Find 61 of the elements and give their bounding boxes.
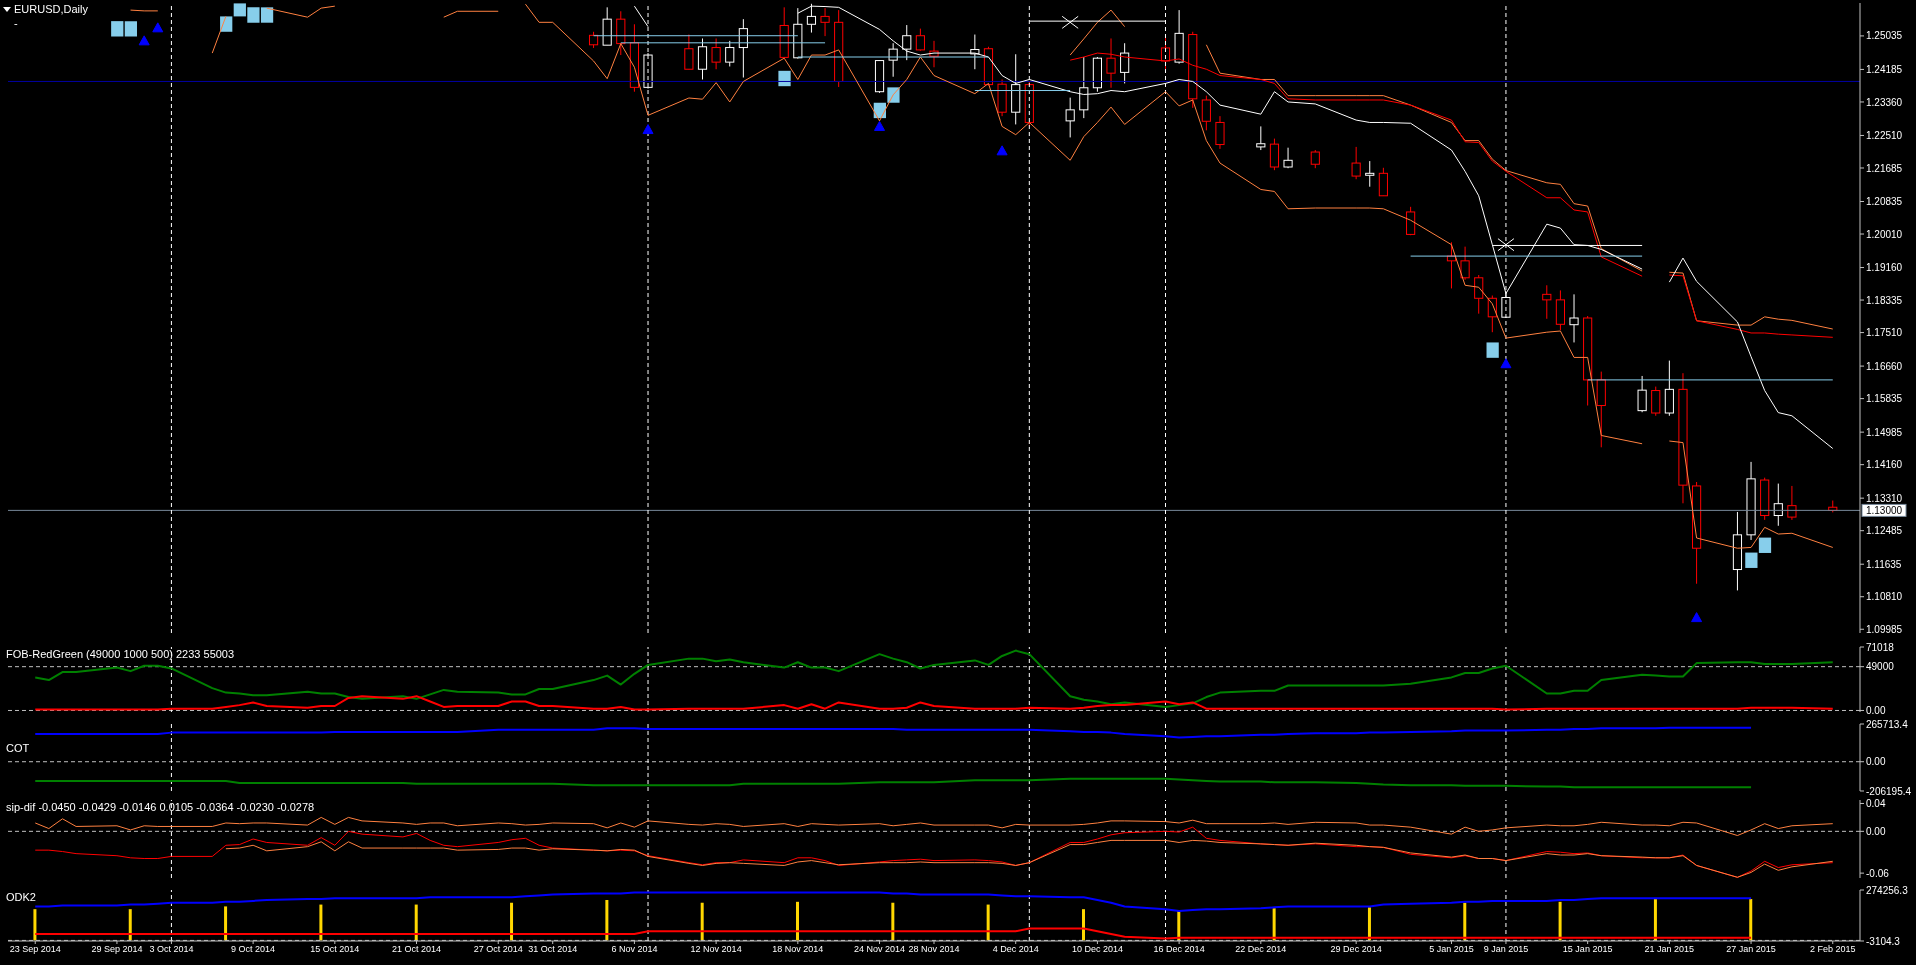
ref-line-label: 1.13000 xyxy=(1865,504,1903,516)
x-tick-label: 29 Sep 2014 xyxy=(91,944,143,955)
y-tick-label: 1.13310 xyxy=(1866,492,1903,504)
x-tick-label: 18 Nov 2014 xyxy=(772,944,824,955)
y-tick-label: 1.24185 xyxy=(1866,63,1903,75)
x-tick-label: 9 Oct 2014 xyxy=(231,944,276,955)
y-tick-label: 1.14160 xyxy=(1866,459,1903,471)
chart-title: FOB-RedGreen (49000 1000 500) 2233 55003 xyxy=(6,648,235,660)
y-tick-label: 1.10810 xyxy=(1866,591,1903,603)
y-tick-label: -0.06 xyxy=(1866,867,1890,879)
y-tick-label: 1.21685 xyxy=(1866,162,1903,174)
y-tick-label: 71018 xyxy=(1866,641,1895,653)
x-tick-label: 27 Jan 2015 xyxy=(1726,944,1776,955)
y-tick-label: 49000 xyxy=(1866,661,1895,673)
x-tick-label: 29 Dec 2014 xyxy=(1330,944,1382,955)
text: COT xyxy=(6,742,30,754)
y-tick-label: 0.00 xyxy=(1866,825,1886,837)
y-tick-label: 1.22510 xyxy=(1866,130,1903,142)
y-tick-label: 1.12485 xyxy=(1866,525,1903,537)
y-tick-label: 1.19160 xyxy=(1866,262,1903,274)
y-tick-label: 1.14985 xyxy=(1866,426,1903,438)
x-tick-label: 10 Dec 2014 xyxy=(1071,944,1123,955)
x-tick-label: 24 Nov 2014 xyxy=(854,944,906,955)
x-tick-label: 5 Jan 2015 xyxy=(1429,944,1474,955)
x-tick-label: 15 Jan 2015 xyxy=(1562,944,1613,955)
x-tick-label: 21 Oct 2014 xyxy=(392,944,442,955)
x-tick-label: 28 Nov 2014 xyxy=(908,944,960,955)
x-tick-label: 22 Dec 2014 xyxy=(1235,944,1287,955)
y-tick-label: 0.00 xyxy=(1866,756,1886,768)
y-tick-label: 1.15835 xyxy=(1866,393,1903,405)
y-tick-label: 265713.4 xyxy=(1866,718,1909,730)
x-tick-label: 15 Oct 2014 xyxy=(310,944,360,955)
x-tick-label: 2 Feb 2015 xyxy=(1809,944,1856,955)
y-tick-label: -3104.3 xyxy=(1866,935,1901,947)
y-tick-label: 0.04 xyxy=(1866,798,1886,810)
x-tick-label: 31 Oct 2014 xyxy=(528,944,578,955)
y-tick-label: 1.20835 xyxy=(1866,196,1903,208)
y-tick-label: 1.11635 xyxy=(1866,558,1902,570)
y-tick-label: 1.17510 xyxy=(1866,327,1903,339)
y-tick-label: 1.16660 xyxy=(1866,360,1903,372)
x-tick-label: 6 Nov 2014 xyxy=(611,944,658,955)
x-tick-label: 23 Sep 2014 xyxy=(9,944,61,955)
y-tick-label: 1.20010 xyxy=(1866,228,1903,240)
chart-title: ODK2 xyxy=(6,891,36,903)
x-tick-label: 16 Dec 2014 xyxy=(1153,944,1205,955)
x-tick-label: 27 Oct 2014 xyxy=(473,944,523,955)
y-tick-label: 1.09985 xyxy=(1866,623,1903,635)
chart-title: sip-dif -0.0450 -0.0429 -0.0146 0.0105 -0.0364 -0.0230 -0.0278 xyxy=(6,801,315,813)
y-tick-label: 1.25035 xyxy=(1866,30,1903,42)
x-tick-label: 9 Jan 2015 xyxy=(1483,944,1529,955)
x-tick-label: 3 Oct 2014 xyxy=(149,944,194,955)
y-tick-label: 0.00 xyxy=(1866,705,1886,717)
y-tick-label: 274256.3 xyxy=(1866,884,1909,896)
x-tick-label: 4 Dec 2014 xyxy=(992,944,1039,955)
y-tick-label: 1.18335 xyxy=(1866,294,1903,306)
annotation: - xyxy=(14,17,18,29)
y-tick-label: 1.23360 xyxy=(1866,96,1903,108)
x-tick-label: 21 Jan 2015 xyxy=(1644,944,1695,955)
chart-title: EURUSD,Daily xyxy=(14,3,88,15)
x-tick-label: 12 Nov 2014 xyxy=(690,944,742,955)
y-tick-label: -206195.4 xyxy=(1866,785,1912,797)
